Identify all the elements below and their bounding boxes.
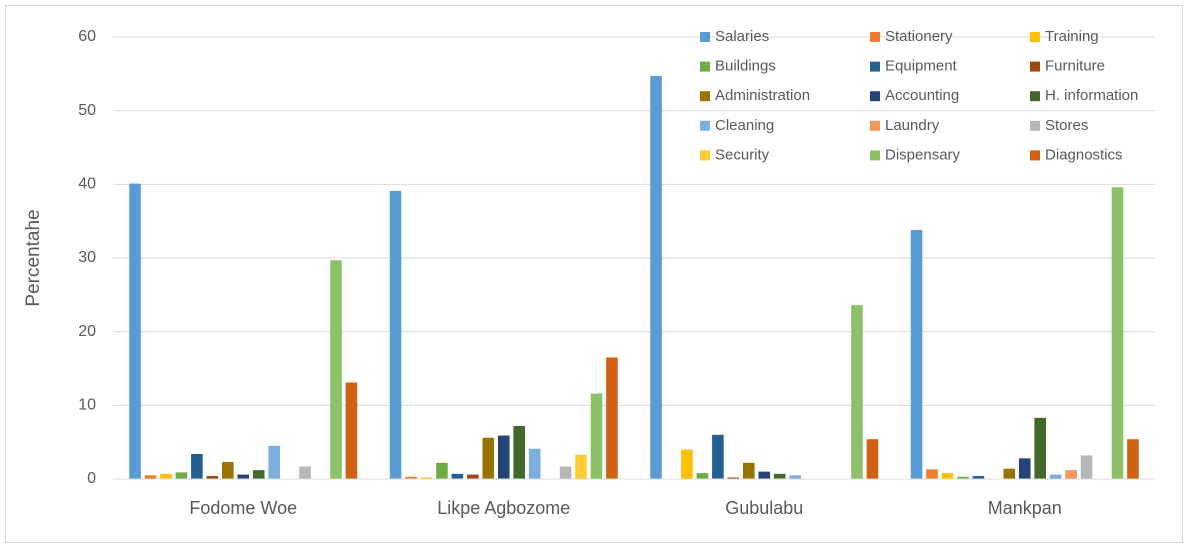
bar — [696, 473, 709, 479]
bar — [575, 454, 587, 479]
bar — [758, 471, 771, 479]
bar — [590, 393, 603, 479]
bar — [252, 470, 265, 479]
legend-swatch — [1030, 61, 1040, 72]
bar — [910, 230, 923, 479]
legend-label: Buildings — [715, 58, 776, 75]
y-tick-label: 20 — [78, 323, 96, 340]
legend-swatch — [700, 91, 710, 102]
legend-label: H. information — [1045, 87, 1138, 104]
legend-swatch — [870, 150, 880, 161]
legend-swatch — [1030, 150, 1040, 161]
bar — [851, 305, 863, 479]
legend-swatch — [870, 61, 880, 72]
bar — [528, 448, 541, 479]
y-tick-label: 10 — [78, 397, 96, 414]
bar — [1003, 468, 1016, 479]
bar — [129, 183, 141, 479]
legend-swatch — [1030, 91, 1040, 102]
bar — [175, 472, 188, 479]
bar — [144, 475, 157, 479]
bar — [513, 425, 526, 479]
bar — [436, 462, 448, 479]
bar — [467, 474, 479, 479]
legend-swatch — [870, 91, 880, 102]
legend-label: Training — [1045, 28, 1099, 45]
bar — [345, 382, 358, 479]
legend-swatch — [700, 32, 710, 42]
x-tick-label: Fodome Woe — [189, 498, 297, 518]
legend-swatch — [700, 150, 710, 161]
bar — [957, 476, 969, 479]
y-tick-label: 60 — [78, 28, 96, 45]
legend-label: Security — [715, 146, 770, 163]
bar — [160, 473, 172, 479]
bar — [559, 466, 572, 479]
legend-swatch — [1030, 120, 1040, 131]
bar — [941, 473, 954, 479]
bar — [1127, 439, 1139, 479]
legend-label: Administration — [715, 87, 810, 104]
legend-label: Accounting — [885, 87, 959, 104]
bar — [299, 466, 311, 479]
bar — [420, 477, 433, 479]
y-tick-label: 50 — [78, 102, 96, 119]
bar — [1018, 458, 1031, 479]
bar — [606, 357, 618, 479]
bar — [221, 462, 234, 479]
bar — [389, 190, 402, 480]
bar — [451, 473, 464, 479]
legend-label: Dispensary — [885, 146, 961, 163]
legend-swatch — [700, 120, 710, 131]
legend-label: Equipment — [885, 58, 958, 75]
legend-swatch — [700, 61, 710, 72]
bar — [191, 453, 203, 479]
bar — [268, 445, 280, 479]
y-tick-label: 40 — [78, 176, 96, 193]
bar — [681, 449, 693, 479]
x-tick-label: Likpe Agbozome — [437, 498, 570, 518]
bar — [1065, 470, 1077, 479]
bar — [237, 474, 250, 479]
legend-label: Cleaning — [715, 117, 774, 134]
legend-label: Diagnostics — [1045, 146, 1123, 163]
legend-label: Laundry — [885, 117, 940, 134]
legend-swatch — [1030, 32, 1040, 42]
x-tick-label: Mankpan — [988, 498, 1062, 518]
y-tick-label: 30 — [78, 249, 96, 266]
legend-label: Stores — [1045, 117, 1088, 134]
bar — [1111, 187, 1124, 479]
bar — [650, 76, 662, 479]
bar — [405, 476, 417, 479]
bar — [712, 434, 724, 479]
legend-swatch — [870, 32, 880, 42]
bar — [866, 439, 879, 479]
bar — [926, 469, 938, 479]
bar — [1034, 417, 1047, 479]
legend-label: Salaries — [715, 28, 769, 45]
legend-label: Furniture — [1045, 58, 1105, 75]
x-tick-label: Gubulabu — [725, 498, 803, 518]
bar — [773, 473, 786, 479]
legend-swatch — [870, 120, 880, 131]
bar — [497, 435, 510, 479]
legend-label: Stationery — [885, 28, 953, 45]
bar — [972, 476, 985, 479]
bar — [1049, 474, 1062, 479]
bar — [482, 437, 495, 479]
bar — [330, 260, 342, 479]
bar — [727, 477, 740, 479]
bar — [742, 462, 755, 479]
bar — [789, 475, 801, 479]
bar — [206, 476, 219, 479]
bar — [1080, 455, 1093, 479]
y-axis-label: Percentahe — [23, 209, 44, 306]
y-tick-label: 0 — [87, 470, 96, 487]
